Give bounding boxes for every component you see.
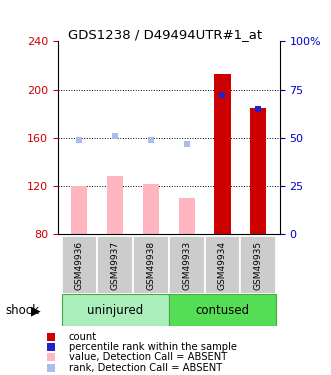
Text: GSM49933: GSM49933 <box>182 241 191 290</box>
Bar <box>205 236 240 294</box>
Text: ▶: ▶ <box>31 304 41 317</box>
Text: rank, Detection Call = ABSENT: rank, Detection Call = ABSENT <box>69 363 222 373</box>
Text: uninjured: uninjured <box>87 304 143 317</box>
Bar <box>71 186 87 234</box>
Bar <box>62 294 169 326</box>
Text: GSM49936: GSM49936 <box>75 241 84 290</box>
Text: count: count <box>69 332 97 342</box>
Text: shock: shock <box>5 304 39 317</box>
Text: GSM49937: GSM49937 <box>111 241 119 290</box>
Bar <box>133 236 169 294</box>
Bar <box>143 184 159 234</box>
Text: GSM49934: GSM49934 <box>218 241 227 290</box>
Text: contused: contused <box>195 304 250 317</box>
Text: GDS1238 / D49494UTR#1_at: GDS1238 / D49494UTR#1_at <box>69 28 262 41</box>
Bar <box>62 236 97 294</box>
Bar <box>107 177 123 234</box>
Bar <box>169 294 276 326</box>
Bar <box>240 236 276 294</box>
Bar <box>250 108 266 234</box>
Text: value, Detection Call = ABSENT: value, Detection Call = ABSENT <box>69 352 227 362</box>
Bar <box>97 236 133 294</box>
Text: GSM49935: GSM49935 <box>254 241 263 290</box>
Bar <box>214 74 230 234</box>
Text: GSM49938: GSM49938 <box>146 241 156 290</box>
Text: percentile rank within the sample: percentile rank within the sample <box>69 342 237 352</box>
Bar <box>179 198 195 234</box>
Bar <box>169 236 205 294</box>
